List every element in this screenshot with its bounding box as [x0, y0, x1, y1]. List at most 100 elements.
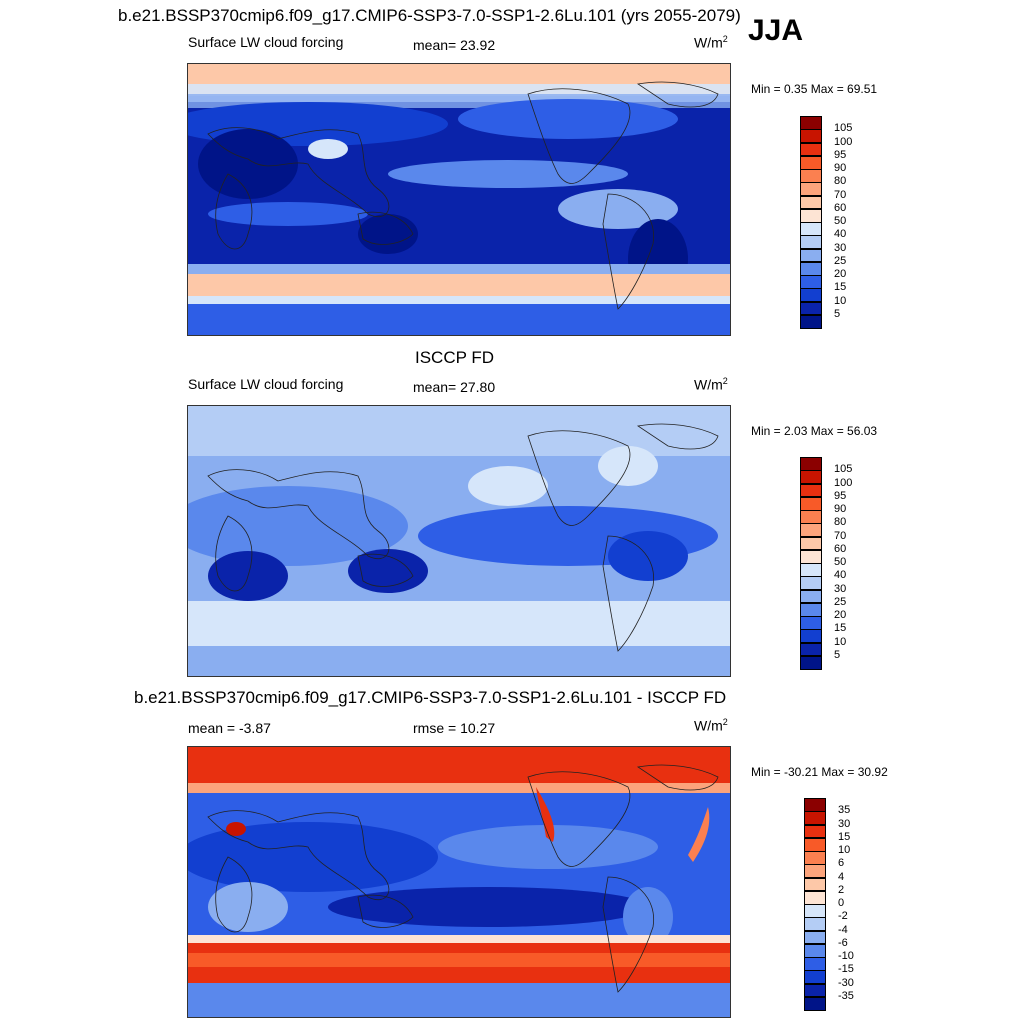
panel2-colorbar: 105 100 95 90 80 70 60 50 40 30 25 20 15 10 5: [800, 457, 860, 670]
colorbar-swatch: [804, 943, 826, 958]
colorbar-swatch: [800, 629, 822, 643]
colorbar-swatch: [800, 314, 822, 329]
colorbar-label: 10: [834, 294, 847, 307]
colorbar-label: 105: [834, 122, 853, 135]
colorbar-label: 30: [834, 241, 847, 254]
panel2-header: ISCCP FD: [415, 348, 495, 367]
colorbar-swatch: [804, 877, 826, 892]
colorbar-label: 4: [838, 870, 845, 883]
panel1-mean: mean= 23.92: [413, 37, 496, 53]
panel3-map: [187, 746, 731, 1018]
panel2-map: [187, 405, 731, 677]
colorbar-label: 15: [834, 281, 847, 294]
colorbar-swatch: [800, 235, 822, 249]
panel2-minmax: Min = 2.03 Max = 56.03: [751, 424, 878, 438]
colorbar-label: 40: [834, 228, 847, 241]
colorbar-label: 5: [834, 307, 841, 320]
panel2-units: W/m2: [694, 376, 728, 393]
colorbar-label: -10: [838, 950, 854, 962]
colorbar-swatch: [800, 301, 822, 316]
colorbar-swatch: [804, 957, 826, 971]
colorbar-label: 5: [834, 648, 841, 661]
colorbar-label: 30: [834, 582, 847, 595]
colorbar-swatch: [804, 890, 826, 905]
colorbar-swatch: [804, 824, 826, 839]
colorbar-swatch: [800, 208, 822, 223]
colorbar-swatch: [800, 549, 822, 564]
panel1-colorbar: 105 100 95 90 80 70 60 50 40 30 25 20 15 10 5: [800, 116, 860, 329]
colorbar-label: 70: [834, 529, 847, 542]
colorbar-swatch: [800, 576, 822, 590]
panel2-variable: Surface LW cloud forcing: [188, 376, 344, 392]
colorbar-label: 105: [834, 463, 853, 476]
panel3-colorbar: 35 30 15 10 6 4 2 0 -2 -4 -6 -10 -15 -30 -35: [804, 798, 864, 1011]
colorbar-label: -2: [838, 910, 848, 923]
colorbar-label: -4: [838, 923, 848, 936]
colorbar-label: 25: [834, 595, 847, 608]
colorbar-swatch: [800, 275, 822, 289]
colorbar-swatch: [800, 288, 822, 302]
colorbar-swatch: [800, 523, 822, 537]
colorbar-swatch: [800, 142, 822, 157]
colorbar-swatch: [800, 261, 822, 276]
panel1-minmax: Min = 0.35 Max = 69.51: [751, 82, 878, 96]
colorbar-label: 80: [834, 516, 847, 529]
panel1-units: W/m2: [694, 34, 728, 51]
colorbar-swatch: [804, 864, 826, 878]
colorbar-swatch: [804, 930, 826, 945]
panel3-units: W/m2: [694, 717, 728, 734]
colorbar-swatch: [800, 655, 822, 670]
panel2-mean: mean= 27.80: [413, 379, 496, 395]
colorbar-label: 90: [834, 162, 847, 174]
colorbar-swatch: [800, 589, 822, 604]
colorbar-swatch: [804, 904, 826, 918]
colorbar-swatch: [800, 182, 822, 196]
colorbar-swatch: [800, 510, 822, 524]
colorbar-swatch: [800, 602, 822, 617]
panel3-mean: mean = -3.87: [188, 720, 271, 736]
colorbar-label: 100: [834, 476, 853, 489]
colorbar-label: 20: [834, 609, 847, 621]
colorbar-label: 60: [834, 542, 847, 555]
colorbar-swatch: [800, 457, 822, 471]
colorbar-label: 2: [838, 883, 845, 896]
colorbar-label: 90: [834, 503, 847, 515]
colorbar-label: 70: [834, 188, 847, 201]
panel1-map: [187, 63, 731, 336]
colorbar-label: 30: [838, 817, 851, 830]
colorbar-label: 0: [838, 897, 845, 909]
colorbar-label: -6: [838, 936, 848, 949]
colorbar-label: 80: [834, 175, 847, 188]
colorbar-label: 25: [834, 254, 847, 267]
colorbar-swatch: [800, 470, 822, 484]
colorbar-label: -30: [838, 976, 854, 989]
colorbar-swatch: [800, 642, 822, 657]
colorbar-swatch: [804, 837, 826, 852]
colorbar-swatch: [800, 248, 822, 263]
colorbar-label: 95: [834, 148, 847, 161]
panel3-minmax: Min = -30.21 Max = 30.92: [751, 765, 888, 779]
panel3-header: b.e21.BSSP370cmip6.f09_g17.CMIP6-SSP3-7.…: [134, 688, 727, 707]
colorbar-label: 40: [834, 569, 847, 582]
figure-title: b.e21.BSSP370cmip6.f09_g17.CMIP6-SSP3-7.…: [118, 6, 741, 25]
panel3-rmse: rmse = 10.27: [413, 720, 496, 736]
colorbar-label: 35: [838, 804, 851, 817]
colorbar-swatch: [800, 129, 822, 143]
colorbar-label: 60: [834, 201, 847, 214]
colorbar-label: 6: [838, 857, 845, 870]
colorbar-label: 15: [838, 830, 851, 843]
colorbar-swatch: [804, 851, 826, 865]
colorbar-label: 15: [834, 622, 847, 635]
colorbar-swatch: [800, 169, 822, 183]
season-label: JJA: [748, 14, 804, 47]
colorbar-swatch: [804, 811, 826, 825]
colorbar-swatch: [804, 798, 826, 812]
colorbar-label: -15: [838, 963, 854, 976]
colorbar-swatch: [800, 155, 822, 170]
colorbar-label: 95: [834, 489, 847, 502]
colorbar-label: 20: [834, 268, 847, 280]
colorbar-swatch: [804, 983, 826, 998]
colorbar-swatch: [800, 195, 822, 210]
colorbar-swatch: [804, 917, 826, 931]
colorbar-label: 50: [834, 556, 847, 568]
